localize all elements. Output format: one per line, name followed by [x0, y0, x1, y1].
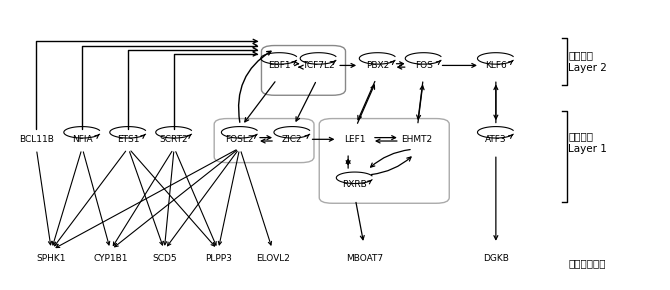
Text: ZIC2: ZIC2	[282, 135, 303, 144]
Text: ELOVL2: ELOVL2	[256, 254, 289, 263]
Text: FOSL2: FOSL2	[226, 135, 254, 144]
Text: 転写因子: 転写因子	[568, 50, 593, 61]
Text: SCD5: SCD5	[152, 254, 177, 263]
Text: Layer 1: Layer 1	[568, 144, 607, 154]
Text: EHMT2: EHMT2	[401, 135, 433, 144]
Text: KLF6: KLF6	[485, 61, 507, 70]
Text: SPHK1: SPHK1	[37, 254, 66, 263]
Text: 脂質代謝酵素: 脂質代謝酵素	[568, 258, 606, 268]
Text: PBX2: PBX2	[366, 61, 389, 70]
Text: RXRB: RXRB	[342, 180, 367, 189]
Text: FOS: FOS	[415, 61, 433, 70]
Text: DGKB: DGKB	[483, 254, 509, 263]
Text: 転写因子: 転写因子	[568, 131, 593, 142]
Text: CYP1B1: CYP1B1	[93, 254, 128, 263]
Text: SCRT2: SCRT2	[160, 135, 188, 144]
Text: LEF1: LEF1	[344, 135, 365, 144]
Text: ETS1: ETS1	[117, 135, 139, 144]
Text: ATF3: ATF3	[485, 135, 507, 144]
Text: NFIA: NFIA	[72, 135, 92, 144]
Text: MBOAT7: MBOAT7	[346, 254, 383, 263]
Text: EBF1: EBF1	[268, 61, 291, 70]
Text: BCL11B: BCL11B	[19, 135, 54, 144]
Text: Layer 2: Layer 2	[568, 63, 607, 73]
Text: PLPP3: PLPP3	[205, 254, 232, 263]
Text: TCF7L2: TCF7L2	[302, 61, 335, 70]
